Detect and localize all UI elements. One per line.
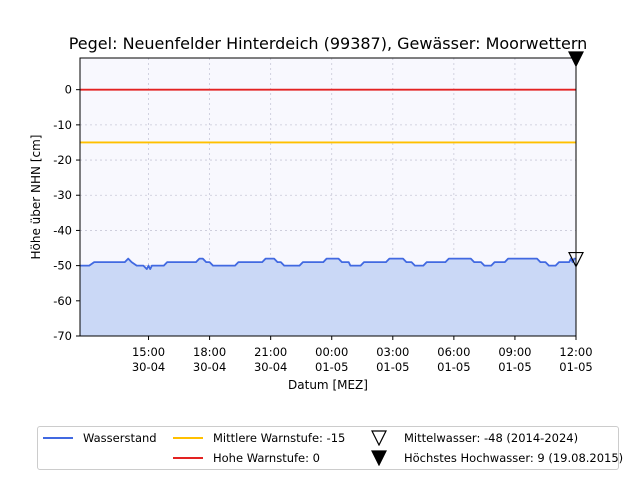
legend-item-mittlere-warnstufe: Mittlere Warnstufe: -15 bbox=[173, 431, 345, 445]
x-tick-label-date: 01-05 bbox=[315, 360, 348, 374]
x-tick-label-time: 12:00 bbox=[559, 345, 592, 359]
y-tick-label: -40 bbox=[53, 223, 72, 237]
x-axis-label: Datum [MEZ] bbox=[288, 378, 368, 392]
mittelwasser-marker bbox=[568, 251, 584, 268]
legend-swatch-mittlere-warnstufe bbox=[173, 437, 203, 439]
x-tick-label-time: 00:00 bbox=[315, 345, 348, 359]
open-triangle-icon bbox=[371, 430, 387, 446]
x-tick-label-time: 18:00 bbox=[193, 345, 226, 359]
y-tick-label: 0 bbox=[65, 83, 72, 97]
y-tick-label: -20 bbox=[53, 153, 72, 167]
x-tick-label-time: 06:00 bbox=[437, 345, 470, 359]
x-tick-label-time: 21:00 bbox=[254, 345, 287, 359]
legend-label-hoechstes-hochwasser: Höchstes Hochwasser: 9 (19.08.2015) bbox=[404, 451, 624, 465]
y-tick-label: -60 bbox=[53, 294, 72, 308]
x-tick-label-date: 30-04 bbox=[193, 360, 226, 374]
legend-item-wasserstand: Wasserstand bbox=[43, 431, 157, 445]
series-line-wasserstand bbox=[80, 257, 576, 271]
chart-title: Pegel: Neuenfelder Hinterdeich (99387), … bbox=[69, 34, 588, 53]
legend: Wasserstand Mittlere Warnstufe: -15 Hohe… bbox=[37, 426, 623, 470]
x-tick-label-time: 03:00 bbox=[376, 345, 409, 359]
plot-frame bbox=[79, 57, 577, 337]
y-tick-label: -50 bbox=[53, 259, 72, 273]
legend-swatch-wasserstand bbox=[43, 437, 73, 439]
x-tick-label-date: 30-04 bbox=[132, 360, 165, 374]
reference-markers bbox=[568, 51, 584, 268]
legend-item-mittelwasser: Mittelwasser: -48 (2014-2024) bbox=[364, 430, 578, 446]
axis-ticks: 0-10-20-30-40-50-60-7015:0030-0418:0030-… bbox=[53, 83, 593, 374]
legend-item-hohe-warnstufe: Hohe Warnstufe: 0 bbox=[173, 451, 320, 465]
x-tick-label-date: 01-05 bbox=[437, 360, 470, 374]
x-tick-label-date: 01-05 bbox=[559, 360, 592, 374]
y-tick-label: -30 bbox=[53, 188, 72, 202]
legend-label-mittlere-warnstufe: Mittlere Warnstufe: -15 bbox=[213, 431, 346, 445]
water-level-area bbox=[80, 258, 576, 336]
legend-label-wasserstand: Wasserstand bbox=[83, 431, 157, 445]
x-tick-label-time: 15:00 bbox=[132, 345, 165, 359]
y-axis-label: Höhe über NHN [cm] bbox=[29, 135, 43, 260]
chart: Pegel: Neuenfelder Hinterdeich (99387), … bbox=[29, 34, 593, 392]
hoechstes-hochwasser-marker bbox=[568, 51, 584, 68]
series-lines bbox=[80, 88, 576, 271]
x-tick-label-time: 09:00 bbox=[498, 345, 531, 359]
filled-triangle-icon bbox=[371, 450, 387, 466]
legend-swatch-hohe-warnstufe bbox=[173, 457, 203, 459]
legend-label-mittelwasser: Mittelwasser: -48 (2014-2024) bbox=[404, 431, 579, 445]
x-tick-label-date: 30-04 bbox=[254, 360, 287, 374]
y-tick-label: -70 bbox=[53, 329, 72, 343]
x-tick-label-date: 01-05 bbox=[376, 360, 409, 374]
legend-label-hohe-warnstufe: Hohe Warnstufe: 0 bbox=[213, 451, 320, 465]
y-tick-label: -10 bbox=[53, 118, 72, 132]
x-tick-label-date: 01-05 bbox=[498, 360, 531, 374]
legend-item-hoechstes-hochwasser: Höchstes Hochwasser: 9 (19.08.2015) bbox=[364, 450, 623, 466]
